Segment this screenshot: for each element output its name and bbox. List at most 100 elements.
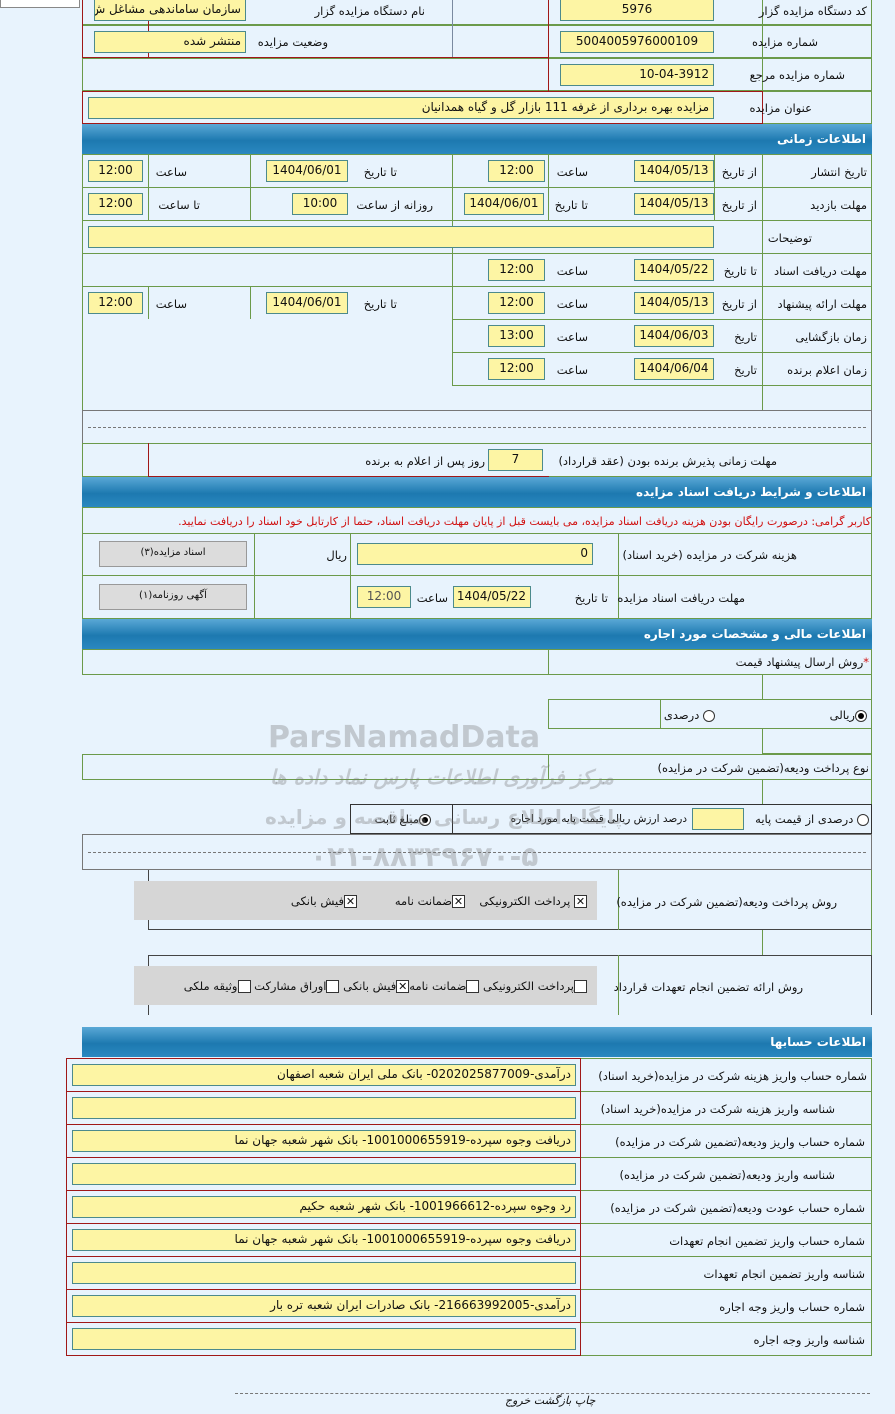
auction-no-field[interactable]: 5004005976000109 (560, 31, 714, 53)
status-field[interactable]: منتشر شده (94, 31, 246, 53)
deposit-type-label: نوع پرداخت ودیعه(تضمین شرکت در مزایده) (657, 761, 869, 775)
offer-deadline-label: مهلت ارائه پیشنهاد (777, 297, 867, 311)
account-label: شناسه واریز ودیعه(تضمین شرکت در مزایده) (619, 1168, 835, 1182)
checkbox-label: وثیقه ملکی (183, 979, 238, 993)
time-label: ساعت (556, 165, 588, 179)
offer-from-time[interactable]: 12:00 (488, 292, 545, 314)
visit-daily-to[interactable]: 12:00 (88, 193, 143, 215)
offer-from-date[interactable]: 1404/05/13 (634, 292, 714, 314)
fixed-radio[interactable] (419, 813, 431, 826)
ref-no-label: شماره مزایده مرجع (749, 68, 845, 82)
account-field[interactable] (72, 1328, 576, 1350)
checkbox-label: پرداخت الکترونیکی (479, 894, 571, 908)
account-field[interactable] (72, 1163, 576, 1185)
publish-to-date[interactable]: 1404/06/01 (266, 160, 348, 182)
docs-deadline-label: مهلت دریافت اسناد (774, 264, 867, 278)
winner-date[interactable]: 1404/06/04 (634, 358, 714, 380)
fee-field[interactable]: 0 (357, 543, 593, 565)
checkbox-checked[interactable]: ✕ (396, 980, 410, 993)
docs-warning: کاربر گرامی: درصورت رایگان بودن هزینه در… (178, 515, 871, 528)
checkbox[interactable] (466, 980, 480, 993)
account-field[interactable]: درآمدی-0202025877009- بانک ملی ایران شعب… (72, 1064, 576, 1086)
org-code-field[interactable]: 5976 (560, 0, 714, 21)
percent-option[interactable]: درصدی (664, 707, 715, 723)
checkbox-label: پرداخت الکترونیکی (483, 979, 574, 993)
time-label: ساعت (556, 264, 588, 278)
percent-radio[interactable] (703, 709, 715, 722)
base-percent-option[interactable]: درصدی از قیمت پایه (755, 811, 869, 827)
opening-date[interactable]: 1404/06/03 (634, 325, 714, 347)
percent-text: درصدی (663, 708, 700, 722)
currency-label: ریال (326, 548, 347, 562)
exit-link[interactable]: خروج (505, 1394, 531, 1407)
checkbox-label: ضمانت نامه (394, 894, 452, 908)
visit-from-date[interactable]: 1404/05/13 (634, 193, 714, 215)
checkbox-label: فیش بانکی (290, 894, 344, 908)
print-link[interactable]: چاپ (574, 1394, 596, 1407)
price-method-text: روش ارسال پیشنهاد قیمت (735, 655, 864, 669)
auction-docs-button[interactable]: اسناد مزایده(۳) (99, 541, 247, 567)
checkbox-checked[interactable]: ✕ (344, 895, 357, 908)
accept-label: مهلت زمانی پذیرش برنده بودن (عقد قرارداد… (558, 454, 777, 468)
org-name-field[interactable]: سازمان ساماندهی مشاغل ش (94, 0, 246, 21)
ref-no-field[interactable]: 10-04-3912 (560, 64, 714, 86)
account-field[interactable] (72, 1097, 576, 1119)
back-link[interactable]: بازگشت (533, 1394, 572, 1407)
date-label: تاریخ (734, 363, 757, 377)
account-field[interactable]: رد وجوه سپرده-1001966612- بانک شهر شعبه … (72, 1196, 576, 1218)
accept-days[interactable]: 7 (488, 449, 543, 471)
opening-time[interactable]: 13:00 (488, 325, 545, 347)
account-field[interactable]: دریافت وجوه سپرده-1001000655919- بانک شه… (72, 1229, 576, 1251)
checkbox[interactable] (574, 980, 587, 993)
org-name-label: نام دستگاه مزایده گزار (314, 4, 425, 18)
publish-from-time[interactable]: 12:00 (488, 160, 545, 182)
account-label: شماره حساب واریز هزینه شرکت در مزایده(خر… (598, 1069, 867, 1083)
newspaper-ad-button[interactable]: آگهی روزنامه(۱) (99, 584, 247, 610)
watermark-brand: ParsNamadData (268, 720, 541, 755)
fixed-option[interactable]: مبلغ ثابت (375, 811, 431, 827)
auction-no-label: شماره مزایده (752, 35, 818, 49)
deposit-type-row (82, 754, 872, 780)
fixed-text: مبلغ ثابت (374, 812, 419, 826)
section-header-docs: اطلاعات و شرایط دریافت اسناد مزایده (82, 477, 872, 507)
deposit-method-receipt[interactable]: ✕فیش بانکی (291, 893, 357, 909)
base-percent-radio[interactable] (857, 813, 869, 826)
checkbox[interactable] (237, 980, 251, 993)
publish-to-time[interactable]: 12:00 (88, 160, 143, 182)
account-field[interactable]: دریافت وجوه سپرده-1001000655919- بانک شه… (72, 1130, 576, 1152)
account-field[interactable] (72, 1262, 576, 1284)
account-label: شناسه واریز وجه اجاره (753, 1333, 865, 1347)
docs-time[interactable]: 12:00 (488, 259, 545, 281)
time-label: ساعت (556, 330, 588, 344)
notes-field[interactable] (88, 226, 714, 248)
checkbox-checked[interactable]: ✕ (452, 895, 465, 908)
window-fragment (0, 0, 80, 8)
time-label: ساعت (556, 363, 588, 377)
base-percent-text: درصدی از قیمت پایه (755, 812, 854, 826)
visit-to-date[interactable]: 1404/06/01 (464, 193, 544, 215)
checkbox-checked[interactable]: ✕ (574, 895, 587, 908)
rial-option[interactable]: ریالی (830, 707, 867, 723)
checkbox[interactable] (326, 980, 340, 993)
base-percent-field[interactable] (692, 808, 744, 830)
checkbox-label: اوراق مشارکت (254, 979, 327, 993)
winner-time[interactable]: 12:00 (488, 358, 545, 380)
deposit-method-guarantee[interactable]: ✕ضمانت نامه (395, 893, 465, 909)
offer-to-date[interactable]: 1404/06/01 (266, 292, 348, 314)
deposit-methods-box (134, 881, 597, 920)
doc-deadline-date[interactable]: 1404/05/22 (453, 586, 531, 608)
title-field[interactable]: مزایده بهره برداری از غرفه 111 بازار گل … (88, 97, 714, 119)
deposit-method-electronic[interactable]: ✕ پرداخت الکترونیکی (479, 893, 587, 909)
offer-to-time[interactable]: 12:00 (88, 292, 143, 314)
account-field[interactable]: درآمدی-216663992005- بانک صادرات ایران ش… (72, 1295, 576, 1317)
daily-from-label: روزانه از ساعت (356, 198, 433, 212)
publish-from-date[interactable]: 1404/05/13 (634, 160, 714, 182)
section-header-finance: اطلاعات مالی و مشخصات مورد اجاره (82, 619, 872, 649)
publish-label: تاریخ انتشار (811, 165, 867, 179)
opening-label: زمان بازگشایی (795, 330, 867, 344)
docs-to-date[interactable]: 1404/05/22 (634, 259, 714, 281)
rial-radio[interactable] (855, 709, 867, 722)
visit-daily-from[interactable]: 10:00 (292, 193, 348, 215)
doc-deadline-time[interactable]: 12:00 (357, 586, 411, 608)
time-label: ساعت (556, 297, 588, 311)
